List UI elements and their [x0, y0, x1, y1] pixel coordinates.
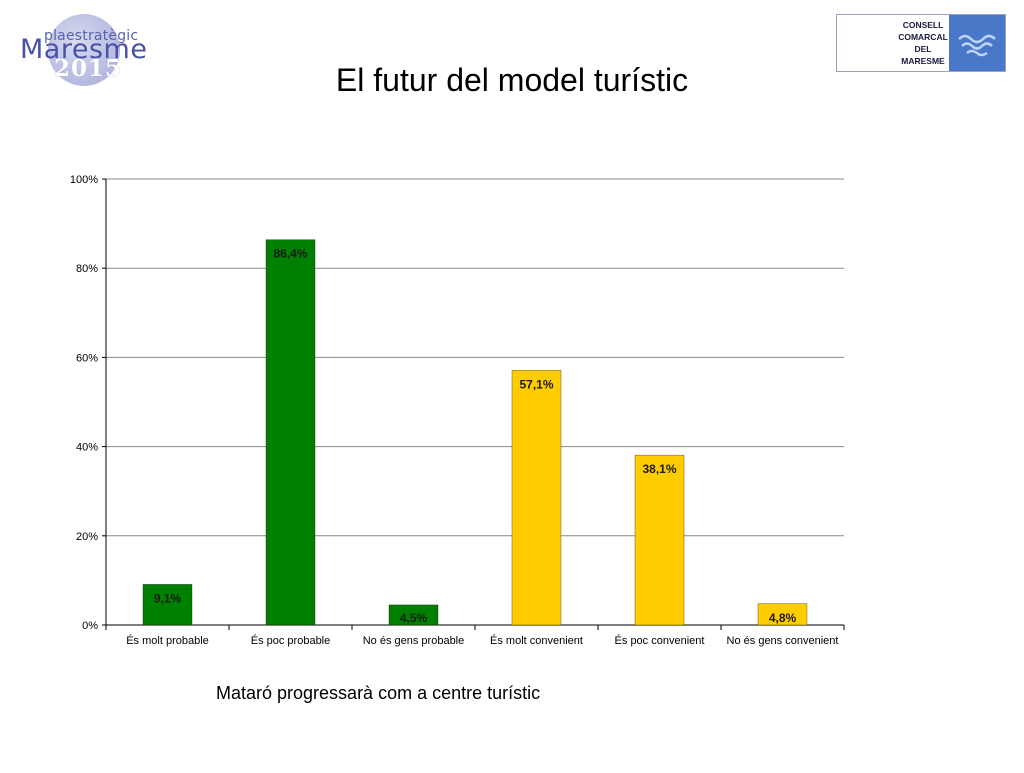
wave-emblem-icon — [949, 15, 1005, 71]
x-tick-label: És poc probable — [251, 634, 331, 647]
logo-circle — [48, 14, 120, 86]
data-label: 86,4% — [273, 247, 307, 261]
consell-line-1: CONSELL — [902, 20, 944, 30]
x-tick-label: És molt probable — [126, 634, 209, 647]
y-tick-label: 80% — [76, 263, 98, 275]
consell-line-2: COMARCAL — [898, 32, 948, 42]
x-tick-label: És molt convenient — [490, 634, 583, 647]
bar — [757, 603, 808, 626]
data-label: 57,1% — [519, 377, 553, 391]
data-label: 38,1% — [642, 462, 676, 476]
chart-xlabel: Mataró progressarà com a centre turístic — [216, 683, 541, 703]
bar — [511, 370, 562, 626]
consell-line-4: MARESME — [901, 56, 945, 66]
bar — [388, 604, 439, 626]
x-tick-label: No és gens probable — [363, 635, 465, 647]
logo-line2: Maresme — [20, 34, 148, 65]
data-label: 9,1% — [154, 591, 182, 605]
x-tick-label: És poc convenient — [615, 634, 705, 647]
bar — [634, 454, 685, 626]
y-tick-label: 40% — [76, 442, 98, 454]
consell-line-3: DEL — [914, 44, 932, 54]
consell-comarcal-logo: CONSELL COMARCAL DEL MARESME — [836, 14, 1006, 72]
y-tick-label: 0% — [82, 620, 98, 632]
bar — [142, 584, 193, 626]
page-title: El futur del model turístic — [335, 62, 689, 98]
bar — [265, 239, 316, 626]
data-label: 4,5% — [400, 611, 428, 625]
y-tick-label: 20% — [76, 531, 98, 543]
logo-line3: 2015 — [54, 55, 123, 82]
y-tick-label: 100% — [70, 174, 98, 186]
data-label: 4,8% — [769, 611, 797, 625]
consell-logo-text: CONSELL COMARCAL DEL MARESME — [893, 19, 953, 67]
logo-line1: plaestratègic — [44, 28, 139, 44]
x-tick-label: No és gens convenient — [727, 635, 839, 647]
plaestrategic-logo: plaestratègic Maresme 2015 — [18, 10, 148, 90]
y-tick-label: 60% — [76, 352, 98, 364]
